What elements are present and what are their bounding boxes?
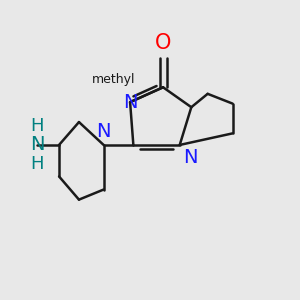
Text: O: O	[155, 33, 171, 53]
Text: N: N	[30, 135, 44, 154]
Text: H: H	[30, 155, 44, 173]
Text: N: N	[96, 122, 111, 141]
Text: methyl: methyl	[92, 73, 136, 86]
Text: H: H	[30, 116, 44, 134]
Text: N: N	[183, 148, 197, 167]
Text: N: N	[123, 93, 137, 112]
